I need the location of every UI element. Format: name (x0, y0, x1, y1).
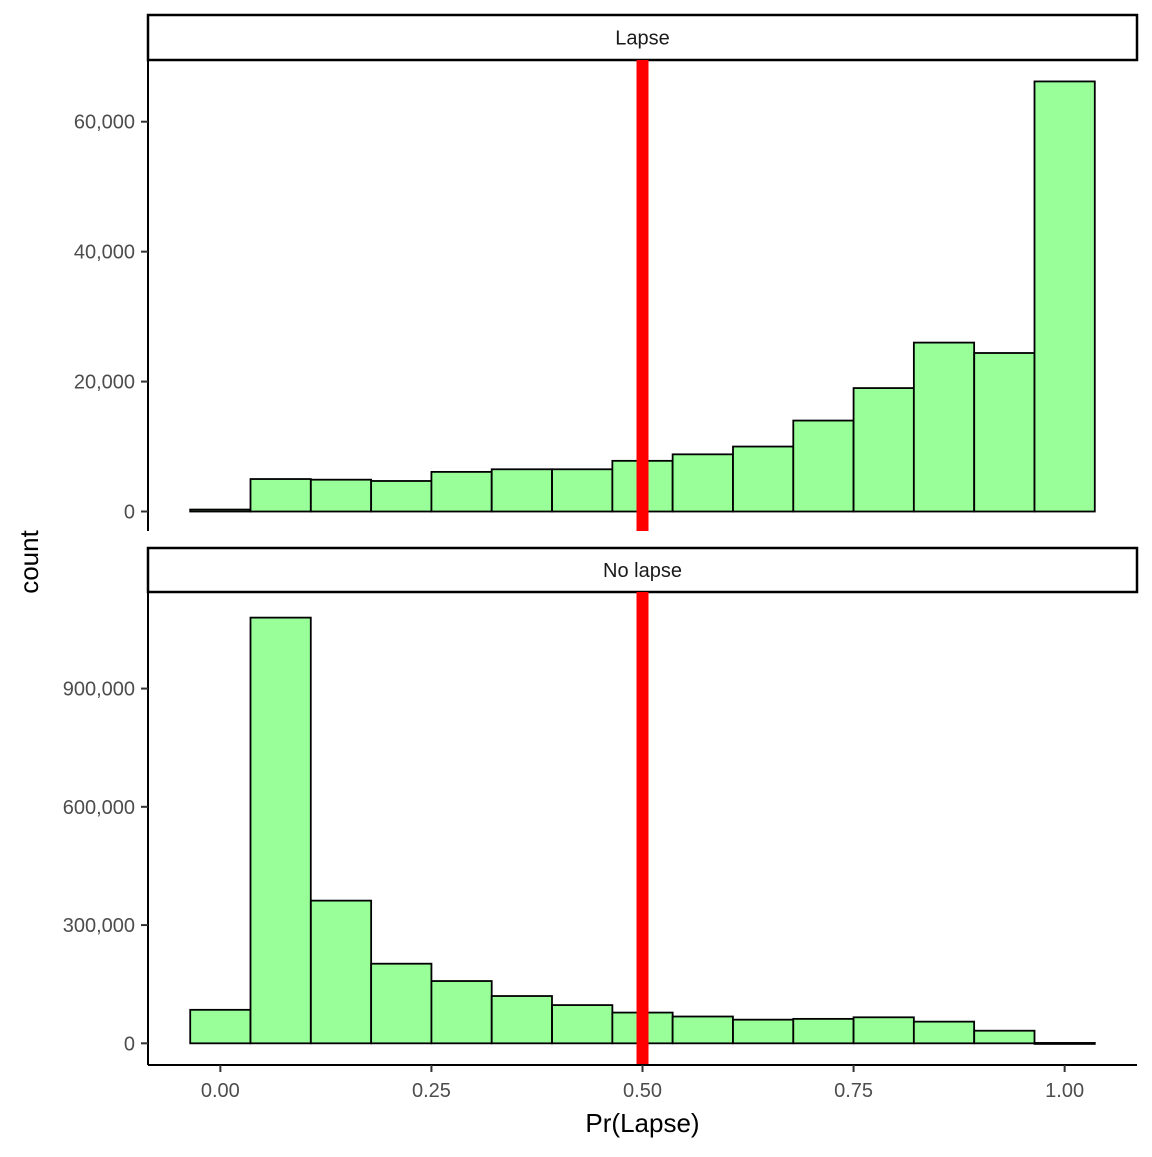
facet-strip-label: Lapse (615, 28, 670, 50)
facet-strip (146, 13, 1139, 62)
histogram-bar (1033, 1042, 1096, 1045)
y-tick-label: 0 (124, 1033, 135, 1055)
histogram-bar (189, 508, 252, 513)
y-tick-label: 600,000 (63, 797, 135, 819)
histogram-bar (189, 1008, 252, 1045)
histogram-bar (792, 419, 855, 513)
histogram-bar (732, 1018, 795, 1045)
histogram-bar (671, 453, 734, 513)
histogram-bar (792, 1017, 855, 1045)
facet-panel-2: No lapse 0 300,000 600,000 900,000 (63, 546, 1139, 1065)
y-tick-label: 40,000 (74, 242, 135, 264)
histogram-bar (309, 478, 373, 513)
histogram-bar (973, 1029, 1036, 1045)
histogram-bar (1033, 80, 1096, 513)
histogram-bar (249, 616, 312, 1045)
x-axis-title: Pr(Lapse) (585, 1108, 699, 1138)
x-tick-label: 0.50 (623, 1080, 662, 1102)
x-tick-label: 0.00 (201, 1080, 240, 1102)
histogram-bar (852, 1016, 915, 1045)
histogram-bar (370, 962, 433, 1045)
histogram-bar (973, 352, 1036, 513)
x-tick-label: 0.25 (412, 1080, 451, 1102)
x-tick-label: 0.75 (834, 1080, 873, 1102)
histogram-bar (249, 478, 312, 513)
histogram-bar (912, 1020, 976, 1045)
y-tick-label: 900,000 (63, 679, 135, 701)
facet-strip-label: No lapse (603, 560, 682, 582)
y-tick-label: 20,000 (74, 372, 135, 394)
y-tick-label: 60,000 (74, 112, 135, 134)
y-axis-title: count (14, 529, 44, 593)
facet-panel-1: Lapse 0 20,000 40,000 60,000 (74, 13, 1139, 531)
histogram-bar (309, 899, 373, 1045)
histogram-bar (551, 468, 614, 513)
histogram-bar (430, 980, 493, 1045)
histogram-bar (852, 387, 915, 513)
histogram-bar (490, 995, 553, 1045)
histogram-bar (490, 468, 553, 513)
y-tick-label: 300,000 (63, 915, 135, 937)
x-tick-label: 1.00 (1045, 1080, 1084, 1102)
histogram-bar (912, 341, 976, 513)
histogram-bar (370, 480, 433, 513)
histogram-bar (732, 445, 795, 513)
histogram-bar (430, 470, 493, 513)
y-tick-label: 0 (124, 502, 135, 524)
facet-strip (146, 546, 1139, 594)
histogram-bar (551, 1004, 614, 1045)
histogram-bar (671, 1015, 734, 1045)
